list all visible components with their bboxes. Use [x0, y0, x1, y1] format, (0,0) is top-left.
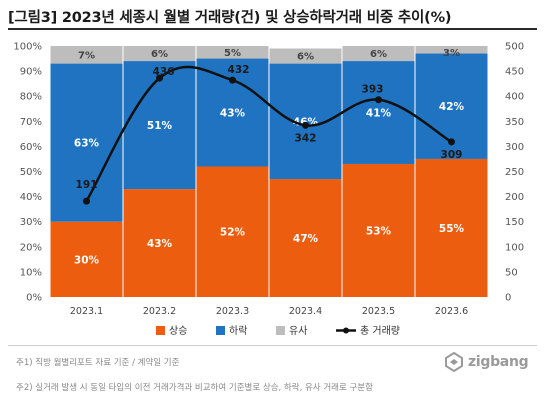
line-point-label: 309	[441, 149, 463, 161]
line-point	[448, 138, 455, 146]
legend-swatch-fall	[216, 326, 225, 335]
label-fall: 42%	[439, 101, 465, 113]
bar-similar	[269, 48, 342, 64]
label-similar: 7%	[78, 50, 95, 61]
bars-layer: 30%63%7%43%51%6%52%43%5%47%46%6%53%41%6%…	[50, 46, 488, 297]
label-rise: 53%	[366, 225, 392, 237]
y2-tick-label: 0	[505, 293, 511, 304]
line-point-label: 436	[153, 66, 175, 78]
zigbang-logo-icon	[445, 352, 463, 372]
label-similar: 6%	[151, 49, 168, 60]
x-axis-ticks: 2023.1 2023.2 2023.3 2023.4 2023.5 2023.6	[70, 306, 468, 317]
label-similar: 6%	[297, 52, 314, 63]
y2-tick-label: 50	[505, 267, 518, 278]
legend-label-line: 총 거래량	[360, 325, 400, 337]
bar-rise	[196, 166, 269, 297]
label-similar: 3%	[443, 48, 460, 59]
y2-tick-label: 300	[505, 142, 524, 153]
y2-tick-label: 100	[505, 242, 524, 253]
y2-tick-label: 250	[505, 167, 524, 178]
legend-swatch-rise	[156, 326, 165, 335]
y-tick-label: 10%	[20, 267, 42, 278]
y-tick-label: 20%	[20, 242, 42, 253]
line-point	[302, 121, 309, 129]
label-fall: 41%	[366, 108, 392, 120]
y2-tick-label: 200	[505, 192, 524, 203]
y-tick-label: 100%	[13, 42, 42, 53]
bar-similar	[123, 46, 196, 62]
legend-swatch-line-point	[343, 327, 349, 334]
notes-divider	[8, 345, 537, 346]
y2-tick-label: 150	[505, 217, 524, 228]
x-tick-label: 2023.5	[362, 306, 395, 317]
bar-rise	[50, 221, 123, 297]
x-tick-label: 2023.2	[143, 306, 176, 317]
bar-similar	[196, 46, 269, 59]
footnote-1: 주1) 직방 월별리포트 자료 기준 / 계약일 기준	[16, 358, 180, 368]
legend-label-rise: 상승	[169, 325, 187, 337]
y-tick-label: 60%	[20, 142, 42, 153]
y-tick-label: 80%	[20, 92, 42, 103]
line-point-label: 393	[362, 84, 384, 96]
x-tick-label: 2023.3	[216, 306, 249, 317]
line-point-label: 342	[295, 132, 317, 144]
y-tick-label: 50%	[20, 167, 42, 178]
label-similar: 5%	[224, 48, 241, 59]
y2-tick-label: 400	[505, 92, 524, 103]
bar-rise	[415, 158, 488, 297]
label-rise: 43%	[147, 238, 173, 250]
bar-fall	[342, 61, 415, 164]
bar-rise	[342, 163, 415, 297]
y2-tick-label: 500	[505, 42, 524, 53]
line-point-label: 191	[76, 179, 98, 191]
bar-similar	[342, 46, 415, 62]
bar-fall	[196, 58, 269, 167]
label-rise: 55%	[439, 223, 465, 235]
y2-tick-label: 350	[505, 117, 524, 128]
legend-label-similar: 유사	[289, 325, 307, 337]
label-rise: 47%	[293, 233, 319, 245]
legend-label-fall: 하락	[229, 324, 247, 337]
bar-rise	[269, 179, 342, 297]
y-tick-label: 90%	[20, 67, 42, 78]
x-tick-label: 2023.6	[435, 306, 468, 317]
y2-tick-label: 450	[505, 67, 524, 78]
zigbang-logo-text: zigbang	[468, 354, 529, 370]
line-point	[83, 197, 90, 205]
label-fall: 63%	[74, 138, 100, 150]
title-underline	[8, 28, 537, 30]
line-point	[375, 96, 382, 104]
line-point	[229, 76, 236, 84]
bar-similar	[415, 46, 488, 54]
bar-similar	[50, 46, 123, 64]
legend: 상승 하락 유사 총 거래량	[156, 324, 400, 337]
y-tick-label: 70%	[20, 117, 42, 128]
y-tick-label: 0%	[26, 293, 42, 304]
bar-rise	[123, 189, 196, 297]
chart-title: [그림3] 2023년 세종시 월별 거래량(건) 및 상승하락거래 비중 추이…	[8, 10, 452, 26]
bar-fall	[123, 61, 196, 190]
label-fall: 51%	[147, 120, 173, 132]
chart: 30%63%7%43%51%6%52%43%5%47%46%6%53%41%6%…	[13, 42, 524, 338]
line-point-label: 432	[228, 64, 250, 76]
bar-fall	[50, 63, 123, 222]
total-volume-line	[85, 65, 453, 202]
x-tick-label: 2023.1	[70, 306, 103, 317]
legend-swatch-similar	[276, 326, 285, 335]
right-axis-ticks: 0 50 100 150 200 250 300 350 400 450 500	[505, 42, 524, 304]
left-axis-ticks: 0% 10% 20% 30% 40% 50% 60% 70% 80% 90% 100%	[13, 42, 42, 304]
label-rise: 52%	[220, 227, 246, 239]
y-tick-label: 30%	[20, 217, 42, 228]
line-point	[156, 74, 163, 82]
x-tick-label: 2023.4	[289, 306, 322, 317]
line-layer: 191 436 432 342 393 309	[76, 64, 463, 205]
zigbang-logo: zigbang	[444, 352, 529, 372]
label-similar: 6%	[370, 49, 387, 60]
label-fall: 43%	[220, 108, 246, 120]
label-rise: 30%	[74, 254, 100, 266]
y-tick-label: 40%	[20, 192, 42, 203]
footnote-2: 주2) 실거래 발생 시 동일 타입의 이전 거래가격과 비교하여 기준별로 상…	[16, 383, 373, 393]
